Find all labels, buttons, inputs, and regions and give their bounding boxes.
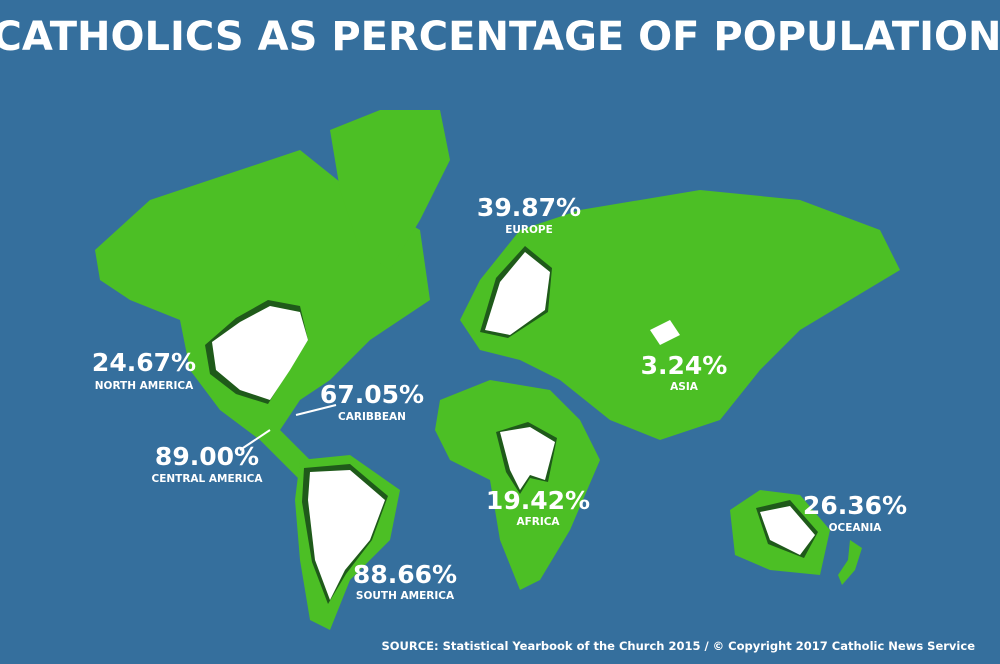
region-value: 24.67%	[92, 348, 196, 377]
region-name: OCEANIA	[829, 522, 883, 534]
leader-line	[295, 404, 337, 416]
region-name: ASIA	[670, 381, 699, 393]
leader-line	[239, 429, 271, 451]
region-name: EUROPE	[505, 224, 553, 236]
title: CATHOLICS AS PERCENTAGE OF POPULATION	[0, 14, 1000, 60]
continents	[95, 110, 900, 630]
region-value: 89.00%	[155, 442, 259, 471]
region-value: 3.24%	[641, 351, 728, 380]
source: SOURCE: Statistical Yearbook of the Chur…	[381, 639, 975, 653]
region-value: 19.42%	[486, 486, 590, 515]
region-value: 39.87%	[477, 193, 581, 222]
region-value: 26.36%	[803, 491, 907, 520]
region-name: NORTH AMERICA	[95, 380, 194, 392]
region-name: AFRICA	[516, 516, 560, 528]
labels: 24.67% NORTH AMERICA 67.05% CARIBBEAN 89…	[92, 193, 907, 602]
region-value: 67.05%	[320, 380, 424, 409]
region-name: SOUTH AMERICA	[356, 590, 455, 602]
region-value: 88.66%	[353, 560, 457, 589]
region-name: CENTRAL AMERICA	[152, 473, 264, 485]
region-name: CARIBBEAN	[338, 411, 406, 423]
